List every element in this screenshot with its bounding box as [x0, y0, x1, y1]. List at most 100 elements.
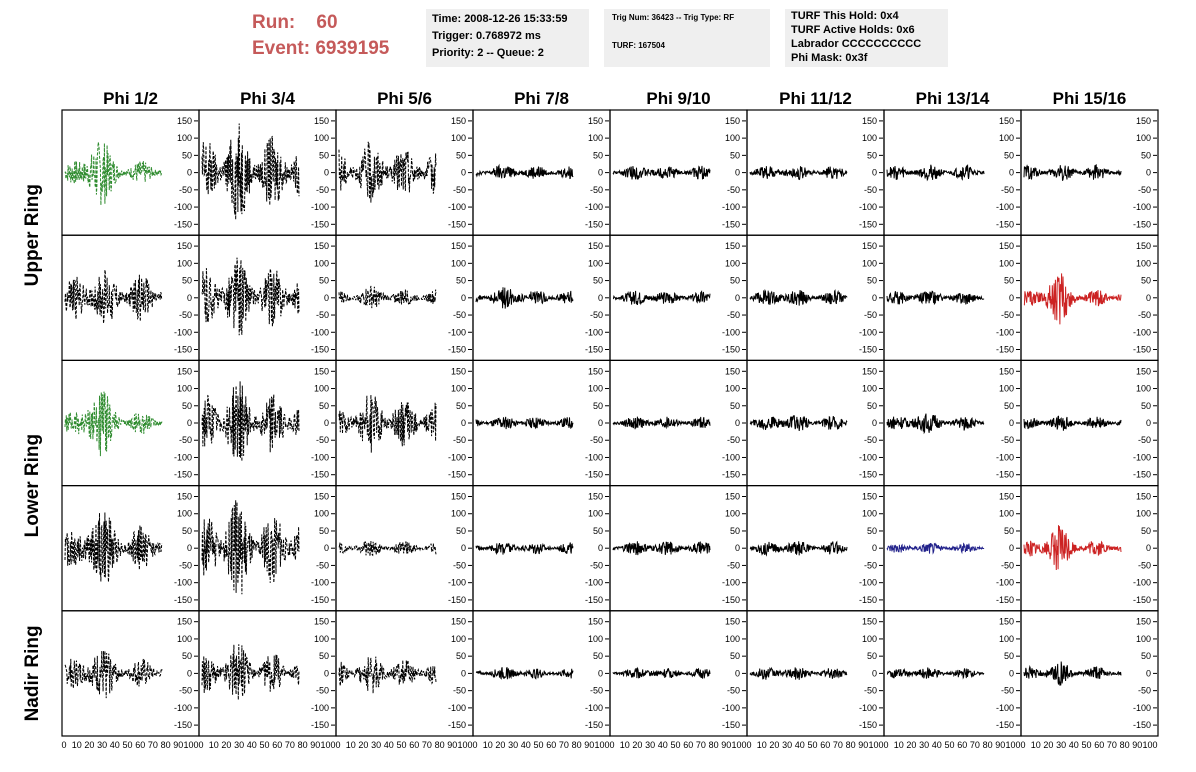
x-tick-label: 40: [247, 740, 257, 750]
x-tick-label: 60: [683, 740, 693, 750]
y-tick-label: 0: [324, 168, 329, 178]
y-tick-label: -150: [448, 345, 466, 355]
y-tick-label: 150: [1136, 491, 1151, 501]
y-tick-label: -50: [316, 435, 329, 445]
time-info-box: Time: 2008-12-26 15:33:59 Trigger: 0.768…: [426, 9, 589, 67]
ring-label: Lower Ring: [22, 434, 43, 537]
y-tick-label: -100: [1133, 578, 1151, 588]
y-tick-label: -50: [179, 686, 192, 696]
y-tick-label: -150: [585, 219, 603, 229]
x-tick-label: 50: [670, 740, 680, 750]
y-tick-label: 0: [872, 168, 877, 178]
waveform-trace: [612, 416, 711, 430]
y-tick-label: -100: [722, 703, 740, 713]
waveform-trace: [886, 413, 985, 435]
y-tick-label: 0: [324, 543, 329, 553]
y-tick-label: 50: [456, 276, 466, 286]
x-tick-label: 30: [782, 740, 792, 750]
waveform-trace: [201, 500, 300, 595]
run-row: Run: 60: [252, 10, 389, 36]
y-tick-label: 100: [177, 509, 192, 519]
y-tick-label: -150: [1133, 470, 1151, 480]
y-tick-label: 100: [999, 258, 1014, 268]
y-tick-label: 0: [324, 293, 329, 303]
turf-hold-text: TURF This Hold: 0x4: [791, 10, 899, 22]
waveform-trace: [201, 644, 300, 700]
y-tick-label: 50: [867, 651, 877, 661]
y-tick-label: -50: [453, 560, 466, 570]
y-tick-label: -150: [174, 470, 192, 480]
run-value: 60: [316, 12, 338, 33]
y-tick-label: 150: [862, 491, 877, 501]
y-tick-label: 50: [593, 150, 603, 160]
waveform-trace: [749, 540, 848, 557]
y-tick-label: -150: [722, 470, 740, 480]
x-tick-label: 100: [183, 740, 198, 750]
column-header: Phi 13/14: [916, 89, 990, 108]
y-tick-label: -100: [996, 578, 1014, 588]
y-tick-label: -150: [448, 219, 466, 229]
y-tick-label: 150: [862, 116, 877, 126]
x-tick-label: 20: [769, 740, 779, 750]
waveform-trace: [612, 666, 711, 680]
y-tick-label: 150: [1136, 617, 1151, 627]
y-tick-label: 50: [319, 526, 329, 536]
waveform-trace: [64, 391, 163, 457]
y-tick-label: 0: [1009, 168, 1014, 178]
y-tick-label: -50: [316, 686, 329, 696]
y-tick-label: -50: [864, 185, 877, 195]
y-tick-label: 0: [735, 168, 740, 178]
y-tick-label: -50: [864, 686, 877, 696]
waveform-trace: [749, 415, 848, 431]
y-tick-label: -150: [448, 470, 466, 480]
y-tick-label: -100: [1133, 452, 1151, 462]
y-tick-label: 50: [456, 651, 466, 661]
x-tick-label: 100: [731, 740, 746, 750]
x-tick-label: 90: [447, 740, 457, 750]
y-tick-label: 100: [588, 634, 603, 644]
y-tick-label: 0: [187, 418, 192, 428]
y-tick-label: -150: [448, 720, 466, 730]
y-tick-label: 150: [1136, 116, 1151, 126]
x-tick-label: 80: [572, 740, 582, 750]
y-tick-label: 100: [725, 634, 740, 644]
y-tick-label: -150: [585, 345, 603, 355]
panel-frame: [472, 610, 611, 737]
waveform-trace: [886, 163, 985, 182]
y-tick-label: -150: [174, 720, 192, 730]
x-tick-label: 70: [285, 740, 295, 750]
x-tick-label: 70: [970, 740, 980, 750]
y-tick-label: -50: [590, 435, 603, 445]
y-tick-label: -100: [859, 452, 877, 462]
y-tick-label: 150: [725, 491, 740, 501]
y-tick-label: 0: [1009, 418, 1014, 428]
column-header: Phi 11/12: [779, 89, 852, 108]
x-tick-label: 60: [546, 740, 556, 750]
waveform-trace: [749, 288, 848, 306]
y-tick-label: -100: [996, 703, 1014, 713]
waveform-trace: [612, 541, 711, 556]
x-tick-label: 0: [1020, 740, 1025, 750]
x-tick-label: 70: [422, 740, 432, 750]
y-tick-label: 50: [1141, 526, 1151, 536]
x-tick-label: 50: [944, 740, 954, 750]
x-tick-label: 10: [72, 740, 82, 750]
panel-frame: [883, 109, 1022, 236]
x-tick-label: 70: [148, 740, 158, 750]
y-tick-label: 100: [314, 384, 329, 394]
y-tick-label: -100: [585, 202, 603, 212]
y-tick-label: 150: [588, 617, 603, 627]
y-tick-label: -150: [174, 219, 192, 229]
x-tick-label: 20: [906, 740, 916, 750]
time-text: Time: 2008-12-26 15:33:59: [432, 13, 568, 25]
waveform-trace: [338, 540, 437, 557]
y-tick-label: -100: [448, 452, 466, 462]
run-event-header: Run: 60 Event: 6939195: [252, 10, 389, 62]
x-tick-label: 80: [298, 740, 308, 750]
y-tick-label: 0: [1146, 668, 1151, 678]
x-tick-label: 30: [1056, 740, 1066, 750]
y-tick-label: 50: [867, 401, 877, 411]
x-tick-label: 100: [457, 740, 472, 750]
waveform-trace: [338, 656, 437, 694]
y-tick-label: 50: [867, 526, 877, 536]
